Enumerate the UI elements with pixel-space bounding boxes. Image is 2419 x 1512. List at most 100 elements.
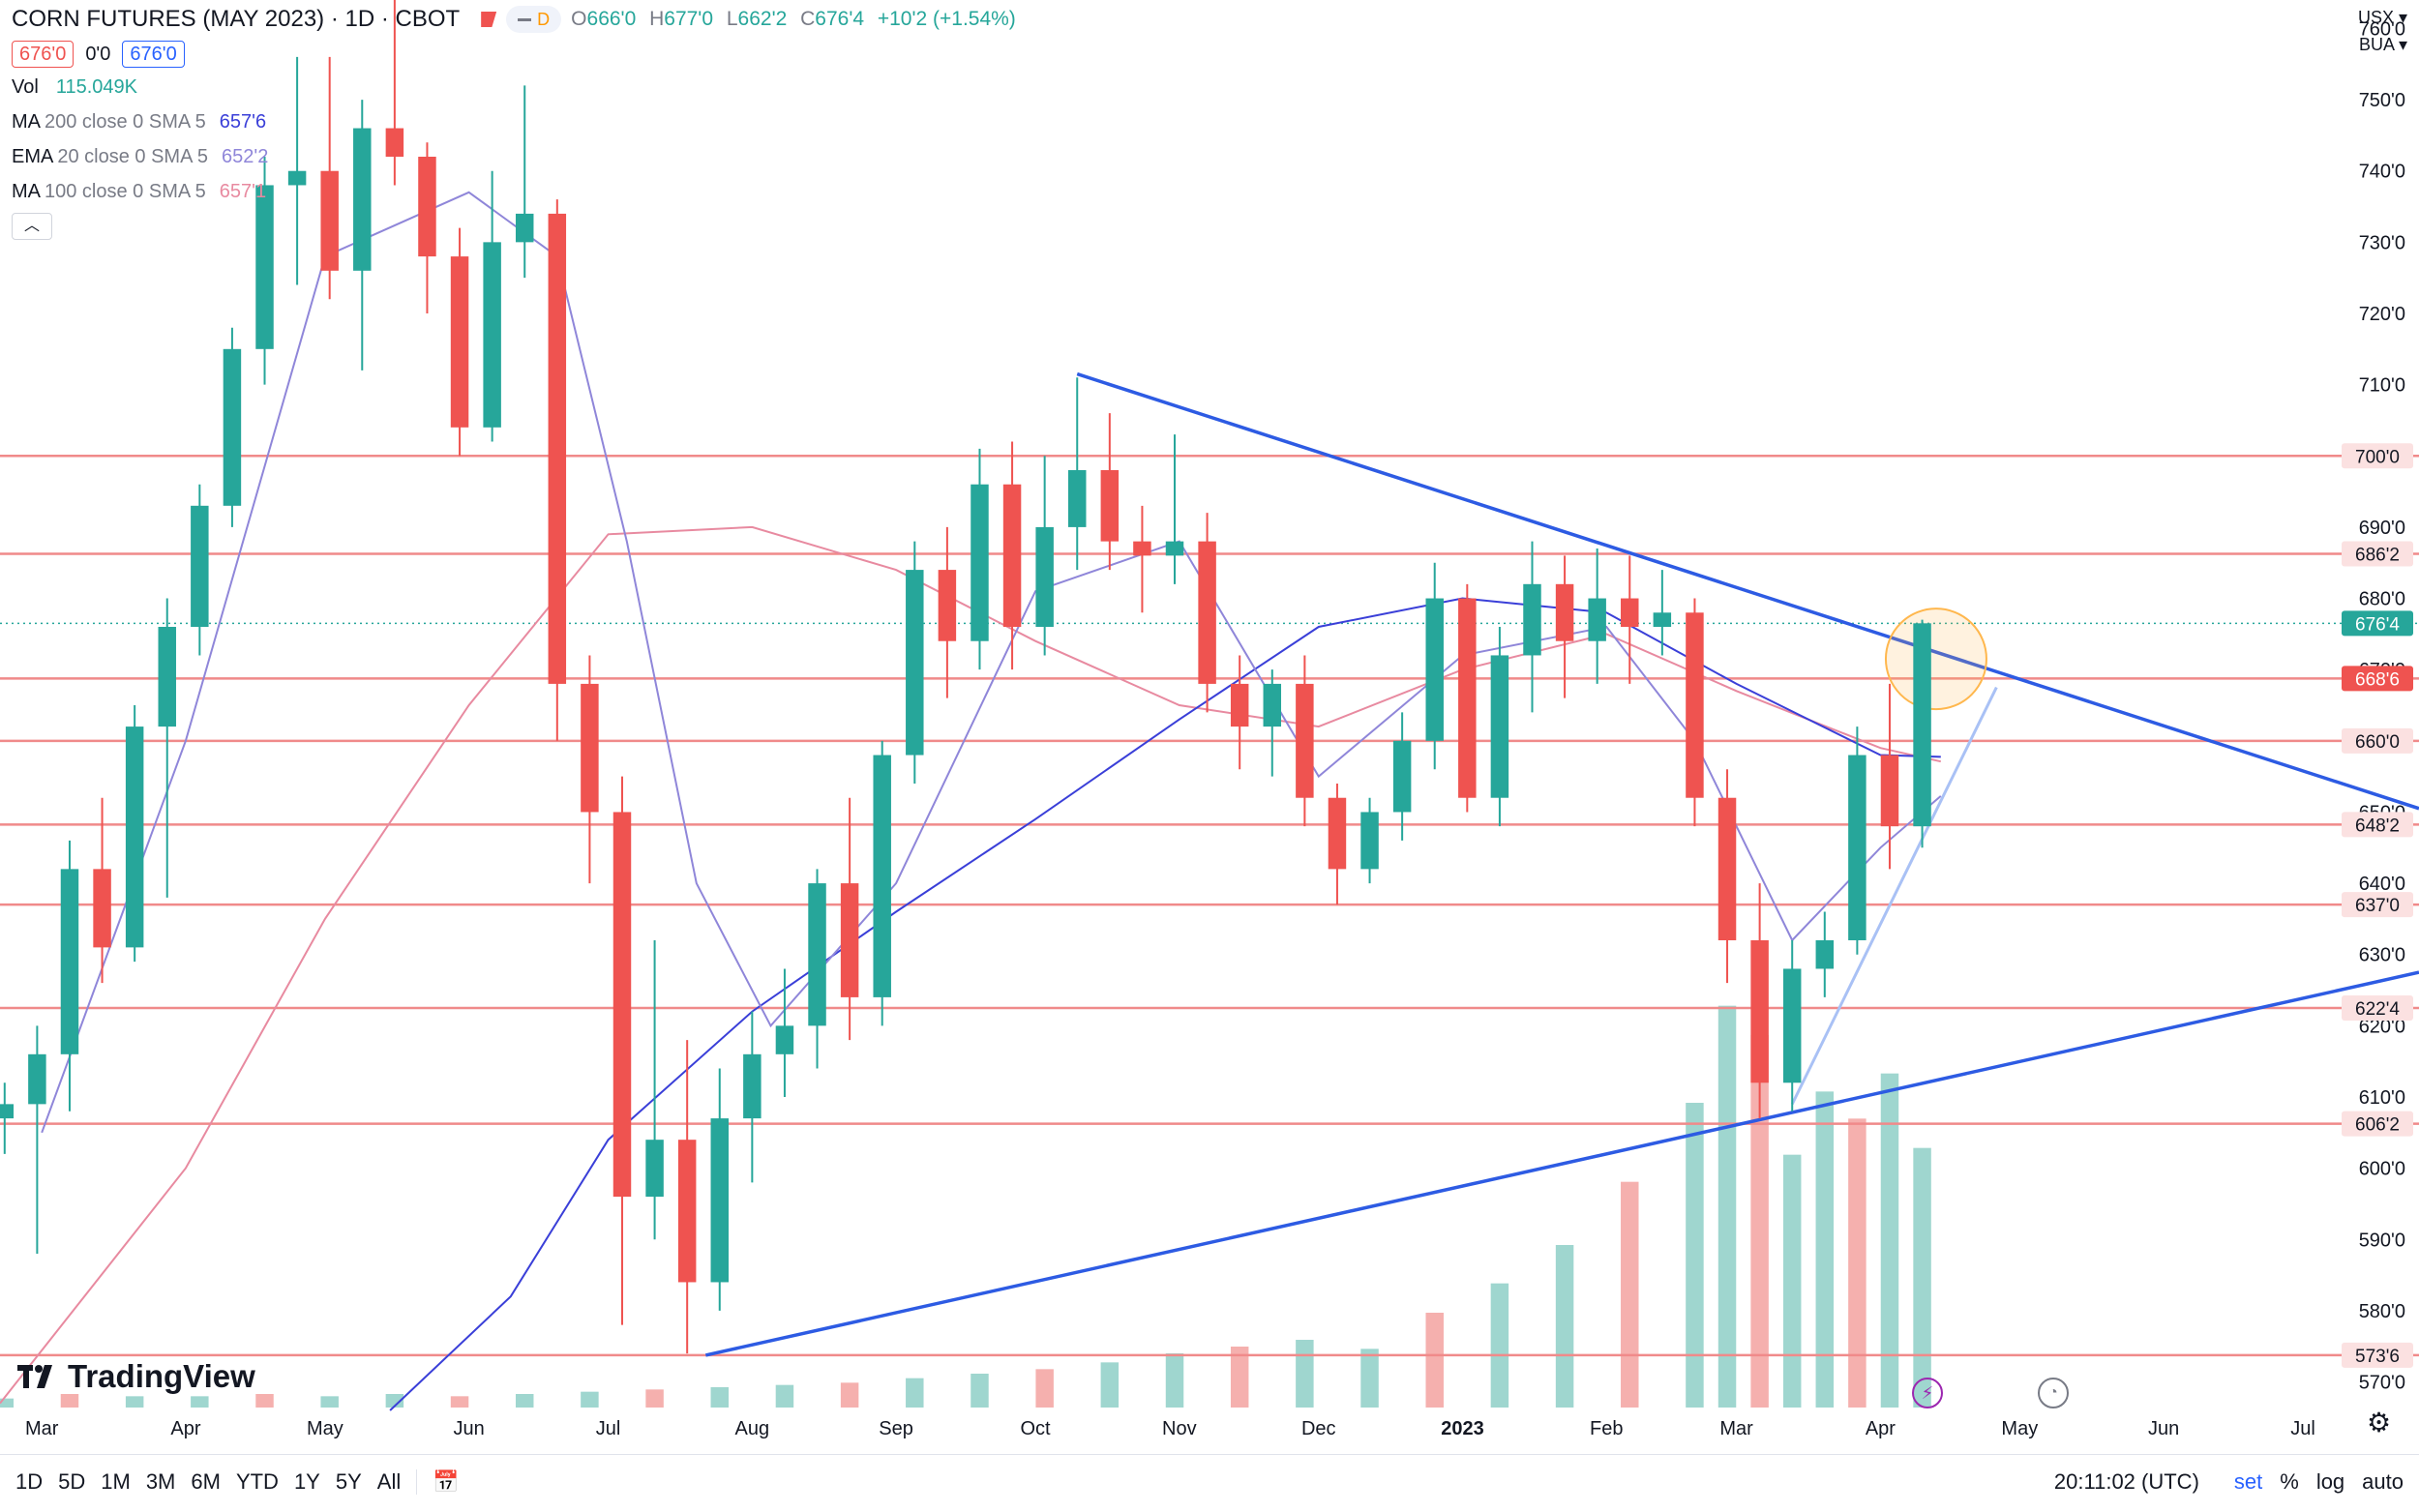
level-badge: 606'2 [2355, 1115, 2400, 1136]
volume-bar [1717, 1005, 1737, 1408]
volume-bar [0, 1398, 15, 1408]
data-status-pill[interactable]: D [506, 6, 562, 33]
volume-bar [320, 1396, 339, 1408]
price-tick-label: 600'0 [2359, 1159, 2405, 1180]
candle-body [1035, 526, 1054, 627]
price-tick-label: 590'0 [2359, 1230, 2405, 1251]
volume-bar [1360, 1349, 1379, 1408]
candle-body [1555, 583, 1574, 641]
level-badge-bg [2342, 892, 2413, 918]
candle-body [353, 128, 372, 271]
candle-body [418, 157, 436, 257]
level-badge: 660'0 [2355, 732, 2400, 753]
candle-body [125, 726, 144, 948]
earnings-event-icon[interactable]: ◔ [2038, 1378, 2069, 1408]
volume-bar [191, 1396, 209, 1408]
session-set-button[interactable]: set [2233, 1469, 2263, 1494]
candle-body [1588, 598, 1606, 641]
time-axis-label: Jun [453, 1418, 485, 1439]
volume-bar [1035, 1369, 1054, 1408]
unit-selector[interactable]: BUA ▾ [2358, 35, 2407, 54]
candle-body [1653, 612, 1672, 627]
level-badge-bg [2342, 1342, 2413, 1368]
ema20-line [41, 191, 1942, 1134]
volume-bar [906, 1378, 924, 1408]
range-ytd-button[interactable]: YTD [235, 1469, 279, 1494]
close-value: 676'4 [815, 8, 865, 30]
auto-scale-button[interactable]: auto [2362, 1469, 2404, 1494]
range-5y-button[interactable]: 5Y [335, 1469, 362, 1494]
candle-body [1717, 797, 1737, 940]
candle-body [1198, 541, 1216, 684]
time-axis-label: May [306, 1418, 343, 1439]
price-axis[interactable]: 570'0 580'0 590'0 600'0 610'0 620'0 630'0 640'0… [2359, 18, 2405, 1393]
buy-price-button[interactable]: 676'0 [122, 41, 185, 68]
range-5d-button[interactable]: 5D [58, 1469, 86, 1494]
chart-settings-gear-icon[interactable]: ⚙ [2367, 1408, 2392, 1438]
price-tick-label: 740'0 [2359, 162, 2405, 183]
price-tick-label: 720'0 [2359, 304, 2405, 325]
volume-bar [840, 1382, 859, 1408]
utc-clock[interactable]: 20:11:02 (UTC) [2053, 1469, 2199, 1494]
low-value: 662'2 [737, 8, 788, 30]
candle-body [1913, 623, 1931, 827]
candle-body [1133, 541, 1151, 556]
log-scale-button[interactable]: log [2315, 1469, 2345, 1494]
time-axis-label: Dec [1300, 1418, 1336, 1439]
candle-body [645, 1140, 664, 1198]
candle-body [28, 1053, 46, 1105]
range-1d-button[interactable]: 1D [15, 1469, 44, 1494]
volume-bar [1686, 1103, 1704, 1408]
volume-bar [1165, 1353, 1184, 1408]
minus-icon [518, 17, 532, 21]
candle-body [906, 570, 924, 756]
volume-bar [645, 1389, 664, 1408]
time-axis-label: Sep [879, 1418, 913, 1439]
candle-body [223, 348, 242, 506]
volume-bar [1230, 1347, 1249, 1408]
time-axis-label: Jun [2147, 1418, 2180, 1439]
range-6m-button[interactable]: 6M [191, 1469, 221, 1494]
sell-price-button[interactable]: 676'0 [12, 41, 75, 68]
lightning-event-icon[interactable]: ⚡ [1912, 1378, 1943, 1408]
price-tick-label: 640'0 [2359, 874, 2405, 895]
time-axis-label: 2023 [1441, 1418, 1484, 1439]
candle-body [612, 812, 632, 1198]
indicator-volume[interactable]: Vol 115.049K [12, 76, 137, 98]
time-axis-label: Nov [1162, 1418, 1197, 1439]
volume-series [0, 1005, 1931, 1408]
ohlc-values: O666'0 H677'0 L662'2 C676'4 +10'2 (+1.54… [571, 8, 1016, 30]
candle-body [483, 242, 501, 428]
range-3m-button[interactable]: 3M [145, 1469, 176, 1494]
candle-body [320, 170, 339, 271]
range-1m-button[interactable]: 1M [101, 1469, 131, 1494]
indicator-ma100[interactable]: MA 100 close 0 SMA 5 657'1 [12, 181, 267, 202]
time-axis-label: Jul [2290, 1418, 2315, 1439]
candle-body [255, 185, 274, 349]
price-tick-label: 610'0 [2359, 1087, 2405, 1109]
collapse-legend-button[interactable]: ︿ [12, 213, 52, 240]
volume-bar [1880, 1073, 1899, 1408]
indicator-ma200[interactable]: MA 200 close 0 SMA 5 657'6 [12, 111, 267, 133]
indicator-ema20[interactable]: EMA 20 close 0 SMA 5 652'2 [12, 146, 269, 167]
candle-body [710, 1118, 729, 1283]
symbol-title[interactable]: CORN FUTURES (MAY 2023) · 1D · CBOT [12, 6, 461, 32]
currency-selector[interactable]: USX ▾ [2357, 8, 2407, 27]
price-tick-label: 630'0 [2359, 945, 2405, 966]
volume-bar [1296, 1340, 1314, 1408]
date-range-calendar-icon[interactable]: 📅 [433, 1469, 460, 1494]
range-all-button[interactable]: All [376, 1469, 402, 1494]
price-axis-badges: 700'0 686'2 668'6 660'0 648'2 637'0 622'4 606'2… [2342, 443, 2413, 1368]
range-1y-button[interactable]: 1Y [293, 1469, 320, 1494]
candle-body [1880, 755, 1899, 827]
volume-bar [60, 1394, 79, 1408]
candle-body [1848, 755, 1867, 940]
level-badge-highlight: 668'6 [2355, 669, 2400, 690]
time-axis-label: Apr [170, 1418, 201, 1439]
candle-body [1392, 740, 1412, 813]
candle-body [93, 869, 111, 948]
candle-body [938, 570, 957, 641]
percent-scale-button[interactable]: % [2280, 1469, 2299, 1494]
price-tick-label: 760'0 [2359, 18, 2405, 40]
